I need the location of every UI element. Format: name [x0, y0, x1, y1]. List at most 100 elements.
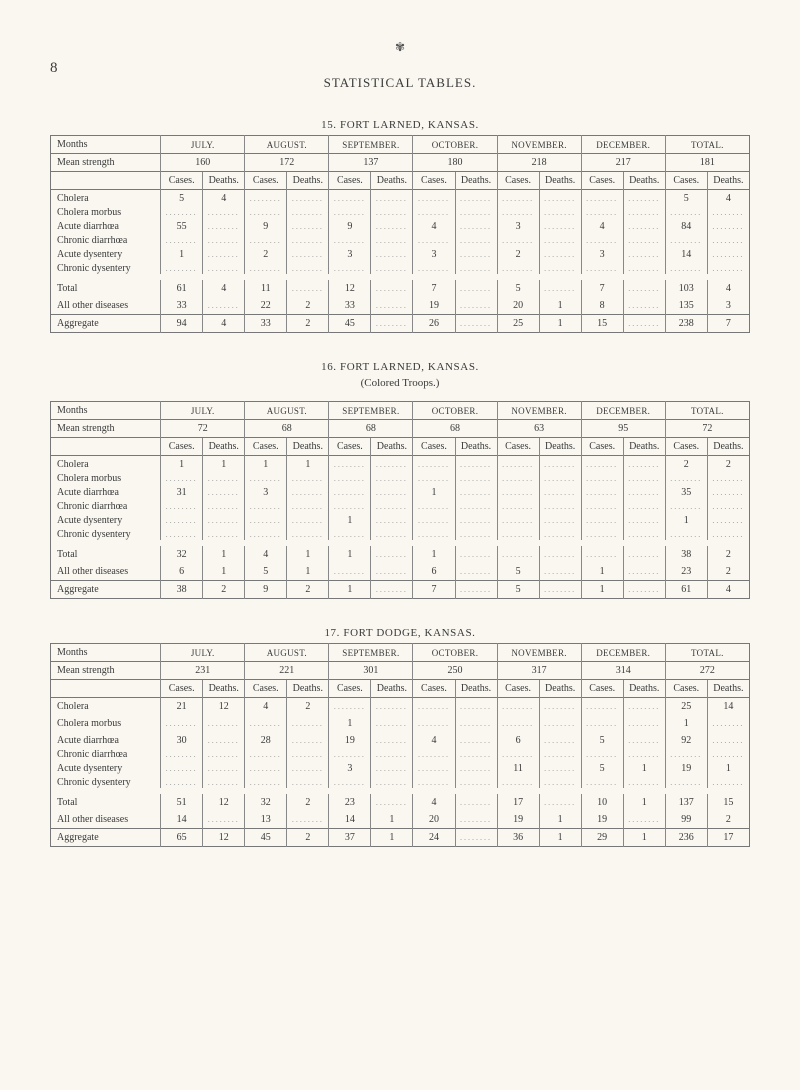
data-cell: ........ [371, 529, 413, 540]
data-cell: ........ [371, 760, 413, 777]
data-cell: ........ [707, 263, 749, 274]
data-cell: ........ [497, 749, 539, 760]
t1-row-acute-dys: Acute dysentery1........2........3......… [51, 246, 750, 263]
data-cell: ........ [707, 473, 749, 484]
data-cell: ........ [497, 501, 539, 512]
months-label: Months [51, 136, 161, 154]
row-label: Cholera [51, 190, 161, 208]
t3-row-total: Total511232223........4........17.......… [51, 794, 750, 811]
data-cell: ........ [497, 235, 539, 246]
data-cell: ........ [581, 207, 623, 218]
t1-ms-0: 160 [161, 154, 245, 172]
data-cell: ........ [287, 715, 329, 732]
data-cell: ........ [623, 246, 665, 263]
table1-subhead-row: Cases.Deaths. Cases.Deaths. Cases.Deaths… [51, 172, 750, 190]
data-cell: ........ [371, 456, 413, 474]
deaths-head: Deaths. [707, 172, 749, 190]
data-cell: 2 [245, 246, 287, 263]
data-cell: ........ [581, 235, 623, 246]
data-cell: 25 [665, 698, 707, 716]
row-label: All other diseases [51, 811, 161, 829]
table1: Months JULY. AUGUST. SEPTEMBER. OCTOBER.… [50, 135, 750, 333]
data-cell: ........ [329, 263, 371, 274]
table3-meanstrength-row: Mean strength 231 221 301 250 317 314 27… [51, 662, 750, 680]
data-cell: ........ [455, 207, 497, 218]
data-cell: ........ [245, 501, 287, 512]
data-cell: ........ [581, 529, 623, 540]
data-cell: 12 [203, 794, 245, 811]
data-cell: ........ [455, 473, 497, 484]
data-cell: 4 [413, 732, 455, 749]
data-cell: ........ [539, 732, 581, 749]
data-cell: 103 [665, 280, 707, 297]
data-cell: ........ [287, 246, 329, 263]
data-cell: ........ [413, 190, 455, 208]
data-cell: ........ [371, 190, 413, 208]
data-cell: 3 [497, 218, 539, 235]
data-cell: ........ [371, 280, 413, 297]
data-cell: ........ [161, 501, 203, 512]
t3-row-cholera: Cholera211242...........................… [51, 698, 750, 716]
page-title: STATISTICAL TABLES. [50, 75, 750, 91]
table3-title: 17. FORT DODGE, KANSAS. [50, 627, 750, 639]
data-cell: 19 [413, 297, 455, 315]
data-cell: 1 [539, 297, 581, 315]
data-cell: 2 [665, 456, 707, 474]
data-cell: 45 [245, 829, 287, 847]
cases-head: Cases. [497, 172, 539, 190]
data-cell: ........ [413, 456, 455, 474]
data-cell: 1 [413, 546, 455, 563]
data-cell: 1 [287, 546, 329, 563]
data-cell: 31 [161, 484, 203, 501]
table2: Months JULY. AUGUST. SEPTEMBER. OCTOBER.… [50, 401, 750, 599]
data-cell: ........ [455, 484, 497, 501]
table1-meanstrength-row: Mean strength 160 172 137 180 218 217 18… [51, 154, 750, 172]
data-cell: ........ [539, 473, 581, 484]
data-cell: ........ [203, 246, 245, 263]
data-cell: 135 [665, 297, 707, 315]
data-cell: 4 [707, 190, 749, 208]
data-cell: 7 [413, 581, 455, 599]
data-cell: ........ [455, 297, 497, 315]
data-cell: ........ [371, 473, 413, 484]
t2-row-total: Total321411........1....................… [51, 546, 750, 563]
mean-strength-label: Mean strength [51, 154, 161, 172]
data-cell: 1 [329, 581, 371, 599]
data-cell: ........ [161, 207, 203, 218]
data-cell: ........ [329, 698, 371, 716]
data-cell: ........ [707, 512, 749, 529]
table2-subtitle: (Colored Troops.) [50, 377, 750, 389]
t1-ms-3: 180 [413, 154, 497, 172]
month-head-oct: OCTOBER. [413, 136, 497, 154]
t3-row-cholera-morbus: Cholera morbus..........................… [51, 715, 750, 732]
data-cell: 14 [329, 811, 371, 829]
data-cell: ........ [203, 484, 245, 501]
data-cell: ........ [287, 501, 329, 512]
data-cell: ........ [413, 698, 455, 716]
data-cell: 1 [623, 760, 665, 777]
row-label: Aggregate [51, 581, 161, 599]
data-cell: ........ [371, 546, 413, 563]
data-cell: ........ [581, 190, 623, 208]
data-cell: ........ [371, 207, 413, 218]
data-cell: 24 [413, 829, 455, 847]
data-cell: 4 [245, 546, 287, 563]
data-cell: 5 [665, 190, 707, 208]
months-label: Months [51, 402, 161, 420]
data-cell: ........ [329, 473, 371, 484]
data-cell: 19 [329, 732, 371, 749]
data-cell: 2 [497, 246, 539, 263]
data-cell: ........ [413, 749, 455, 760]
data-cell: ........ [287, 484, 329, 501]
data-cell: ........ [287, 512, 329, 529]
row-label: Cholera [51, 698, 161, 716]
data-cell: 1 [287, 456, 329, 474]
data-cell: 2 [707, 546, 749, 563]
t1-row-cholera-morbus: Cholera morbus..........................… [51, 207, 750, 218]
data-cell: ........ [329, 777, 371, 788]
data-cell: ........ [455, 263, 497, 274]
table3-subhead-row: Cases.Deaths. Cases.Deaths. Cases.Deaths… [51, 680, 750, 698]
row-label: Chronic dysentery [51, 529, 161, 540]
data-cell: 51 [161, 794, 203, 811]
data-cell: ........ [371, 263, 413, 274]
